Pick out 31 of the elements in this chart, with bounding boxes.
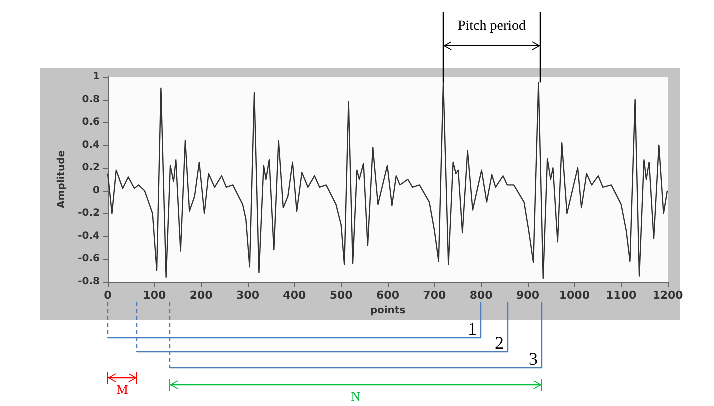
x-tick-label: 1200 (652, 289, 684, 302)
y-tick-label: -0.6 (78, 254, 100, 265)
x-tick-label: 200 (190, 289, 214, 302)
x-tick-label: 900 (516, 289, 540, 302)
text: 3 (529, 349, 538, 369)
x-tick-label: 600 (376, 289, 400, 302)
y-axis-title: Amplitude (56, 150, 68, 209)
y-tick-label: 0.6 (82, 117, 100, 128)
y-tick-label: -0.4 (78, 230, 100, 242)
x-tick-label: 700 (423, 289, 446, 302)
y-tick-label: 0.4 (82, 140, 100, 151)
y-tick-label: 0 (93, 185, 100, 196)
x-tick-label: 1100 (606, 289, 637, 302)
y-tick-label: 0.8 (82, 94, 100, 106)
annotation: Pitch period (458, 19, 526, 34)
x-tick-label: 0 (104, 289, 112, 302)
x-tick-label: 300 (236, 289, 260, 302)
x-tick-label: 500 (330, 289, 354, 302)
text: 1 (468, 319, 477, 339)
x-tick-label: 100 (143, 289, 166, 302)
x-tick-label: 1000 (559, 289, 590, 302)
y-tick-label: -0.2 (78, 208, 100, 220)
text: 2 (495, 333, 504, 353)
y-tick-label: 1 (93, 72, 100, 82)
text: N (351, 389, 362, 404)
x-tick-label: 400 (283, 289, 306, 302)
y-tick-label: 0.2 (82, 162, 100, 174)
x-tick-label: 800 (470, 289, 494, 302)
x-axis-title: points (370, 305, 406, 316)
y-tick-label: -0.8 (78, 276, 100, 288)
text: M (116, 382, 129, 397)
